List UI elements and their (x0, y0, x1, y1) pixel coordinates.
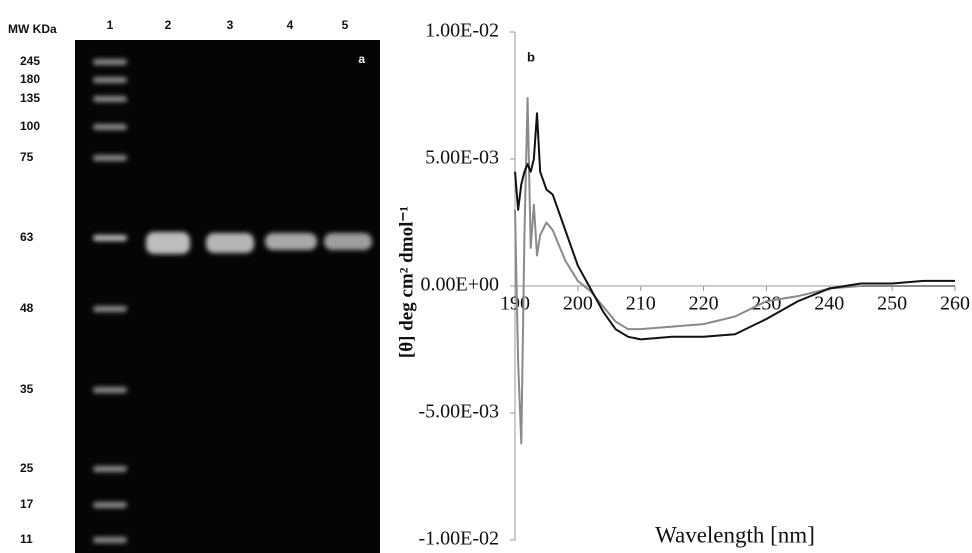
marker-band (93, 306, 127, 312)
series-line (514, 112, 955, 341)
y-tick-label: -5.00E-03 (418, 401, 499, 423)
y-tick-label: 0.00E+00 (421, 274, 500, 296)
sample-bands (146, 232, 372, 254)
marker-band (93, 96, 127, 102)
marker-label: 48 (20, 301, 34, 315)
x-tick-label: 230 (751, 293, 781, 315)
marker-band (93, 155, 127, 161)
x-tick-label: 200 (563, 293, 593, 315)
marker-label: 100 (20, 119, 40, 133)
marker-label: 11 (20, 532, 33, 546)
x-tick-label: 190 (500, 293, 530, 315)
marker-label: 63 (20, 230, 34, 244)
marker-label: 17 (20, 497, 34, 511)
marker-band (93, 124, 127, 130)
x-tick-label: 250 (877, 293, 907, 315)
marker-band (93, 502, 127, 508)
marker-label: 75 (20, 150, 34, 164)
marker-label: 180 (20, 72, 40, 86)
panel-label: b (527, 49, 535, 64)
x-tick-label: 220 (689, 293, 719, 315)
x-tick-label: 210 (626, 293, 656, 315)
y-tick-label: 5.00E-03 (425, 147, 499, 169)
y-tick-label: 1.00E-02 (425, 20, 499, 42)
band (324, 233, 372, 250)
marker-band (93, 235, 127, 241)
marker-label: 135 (20, 91, 40, 105)
lane-label: 3 (227, 18, 234, 32)
marker-label: 35 (20, 382, 34, 396)
y-tick-label: -1.00E-02 (418, 528, 499, 550)
gel-header: MW KDa (8, 22, 57, 36)
x-tick-label: 260 (940, 293, 970, 315)
marker-band (93, 537, 127, 543)
lane-label: 5 (342, 18, 349, 32)
marker-label: 25 (20, 461, 34, 475)
x-axis-title: Wavelength [nm] (655, 522, 815, 547)
lane-label: 4 (287, 18, 294, 32)
lane-label: 2 (165, 18, 172, 32)
x-tick-label: 240 (814, 293, 844, 315)
band (146, 232, 190, 254)
marker-label: 245 (20, 54, 40, 68)
marker-band (93, 77, 127, 83)
marker-band (93, 59, 127, 65)
marker-bands (93, 59, 127, 543)
lane-label: 1 (107, 18, 114, 32)
marker-band (93, 387, 127, 393)
panel-label: a (358, 52, 365, 66)
band (265, 233, 317, 250)
marker-band (93, 466, 127, 472)
gel-image (75, 40, 380, 553)
band (206, 233, 254, 253)
y-axis-title: [θ] deg cm² dmol⁻¹ (396, 206, 417, 358)
